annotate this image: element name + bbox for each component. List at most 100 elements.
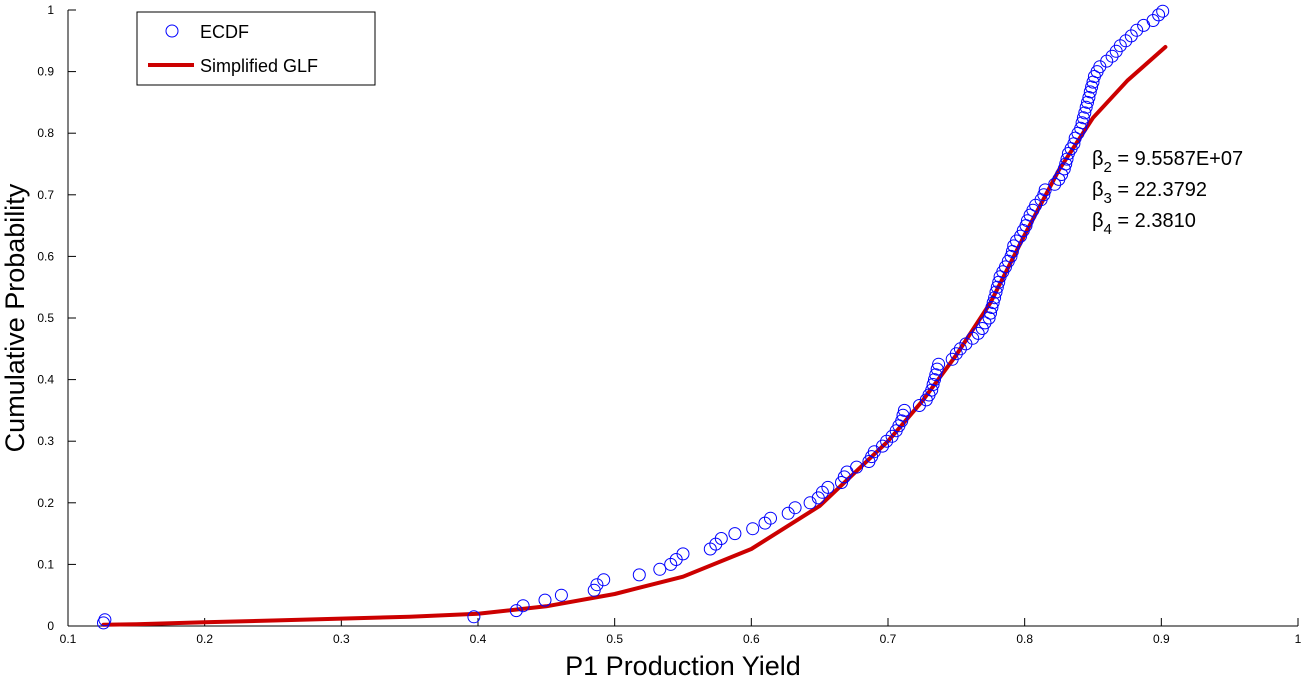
ecdf-point — [653, 562, 667, 576]
ecdf-point — [876, 439, 889, 453]
ecdf-point — [925, 383, 939, 397]
ecdf-point — [850, 460, 864, 474]
y-axis-title: Cumulative Probability — [0, 183, 30, 452]
ecdf-point — [1074, 121, 1088, 135]
ecdf-point — [1057, 162, 1071, 176]
ecdf-point — [1048, 177, 1062, 191]
ecdf-point — [990, 280, 1004, 294]
ecdf-point — [1130, 23, 1144, 37]
ecdf-point — [1020, 214, 1034, 228]
ecdf-point — [896, 408, 910, 422]
ecdf-point — [467, 610, 481, 624]
x-tick-label: 0.3 — [333, 632, 350, 646]
beta4-subscript: 4 — [1104, 221, 1112, 238]
ecdf-point — [1078, 106, 1092, 120]
ecdf-point — [1105, 49, 1119, 63]
legend-ecdf-marker — [165, 24, 179, 38]
x-axis-title: P1 Production Yield — [565, 651, 801, 680]
ecdf-point — [989, 285, 1003, 299]
annotation-beta2: β2 = 9.5587E+07 — [1092, 148, 1243, 176]
ecdf-point — [1156, 4, 1170, 18]
y-tick-label: 0 — [47, 619, 54, 633]
y-tick-label: 0.9 — [37, 65, 54, 79]
legend: ECDF Simplified GLF — [136, 11, 376, 86]
ecdf-point — [1038, 183, 1052, 197]
y-tick-label: 0.6 — [37, 249, 54, 263]
ecdf-point — [1037, 188, 1051, 202]
ecdf-point — [1076, 111, 1090, 125]
ecdf-point — [929, 368, 943, 382]
ecdf-point — [928, 373, 941, 387]
ecdf-point — [788, 501, 802, 515]
legend-box — [136, 11, 376, 86]
y-tick-label: 1 — [47, 3, 54, 17]
x-ticks: 0.1 0.2 0.3 0.4 0.5 0.6 0.7 0.8 0.9 1 — [60, 618, 1302, 646]
x-tick-label: 0.8 — [1016, 632, 1033, 646]
ecdf-point — [803, 496, 817, 510]
ecdf-point — [554, 588, 568, 602]
x-tick-label: 0.1 — [60, 632, 77, 646]
beta2-symbol: β — [1092, 148, 1104, 170]
x-tick-label: 0.5 — [606, 632, 623, 646]
ecdf-point — [597, 573, 611, 587]
ecdf-point — [676, 547, 690, 561]
ecdf-point — [746, 522, 760, 536]
annotation-beta4: β4 = 2.3810 — [1092, 210, 1196, 238]
ecdf-point — [1083, 85, 1097, 99]
glf-layer — [101, 45, 1168, 627]
x-tick-label: 0.4 — [470, 632, 487, 646]
annotation-beta3: β3 = 22.3792 — [1092, 179, 1207, 207]
ecdf-point — [632, 568, 646, 582]
ecdf-point — [728, 527, 742, 541]
ecdf-point — [538, 593, 552, 607]
beta2-subscript: 2 — [1104, 159, 1112, 176]
ecdf-point — [932, 357, 946, 371]
ecdf-point — [895, 414, 909, 428]
ecdf-point — [978, 316, 992, 330]
ecdf-point — [1059, 157, 1073, 171]
ecdf-point — [821, 480, 835, 494]
ecdf-point — [1079, 100, 1093, 114]
ecdf-point — [926, 378, 940, 391]
x-tick-label: 0.7 — [880, 632, 897, 646]
y-tick-label: 0.3 — [37, 434, 54, 448]
ecdf-point — [930, 362, 944, 376]
ecdf-point — [1082, 91, 1096, 104]
ecdf-point — [714, 532, 728, 545]
y-tick-label: 0.2 — [37, 496, 54, 510]
beta4-symbol: β — [1092, 210, 1104, 232]
beta4-value: = 2.3810 — [1112, 210, 1196, 232]
ecdf-point — [1085, 80, 1099, 94]
ecdf-layer — [97, 4, 1170, 630]
legend-ecdf-label: ECDF — [200, 22, 249, 42]
ecdf-point — [982, 311, 996, 325]
y-tick-label: 0.4 — [37, 373, 54, 387]
y-tick-label: 0.5 — [37, 311, 54, 325]
beta3-subscript: 3 — [1104, 190, 1112, 207]
beta3-symbol: β — [1092, 179, 1104, 201]
y-ticks: 0 0.1 0.2 0.3 0.4 0.5 0.6 0.7 0.8 0.9 1 — [37, 3, 76, 633]
parameter-annotation: β2 = 9.5587E+07 β3 = 22.3792 β4 = 2.3810 — [1092, 148, 1243, 238]
y-tick-label: 0.1 — [37, 557, 54, 571]
ecdf-point — [1081, 95, 1094, 109]
x-tick-label: 1 — [1295, 632, 1302, 646]
ecdf-point — [516, 599, 530, 613]
ecdf-point — [1010, 234, 1023, 248]
ecdf-point — [988, 291, 1002, 305]
beta2-value: = 9.5587E+07 — [1112, 148, 1243, 170]
x-tick-label: 0.2 — [196, 632, 213, 646]
ecdf-point — [984, 306, 997, 320]
y-tick-label: 0.7 — [37, 188, 54, 202]
ecdf-point — [1004, 249, 1018, 263]
ecdf-point — [949, 347, 963, 361]
glf-series-line — [101, 45, 1168, 627]
ecdf-point — [764, 511, 777, 525]
ecdf-point — [509, 604, 523, 618]
beta3-value: = 22.3792 — [1112, 179, 1207, 201]
x-tick-label: 0.9 — [1153, 632, 1170, 646]
ecdf-point — [1075, 116, 1089, 130]
x-tick-label: 0.6 — [743, 632, 760, 646]
legend-glf-label: Simplified GLF — [200, 56, 318, 76]
ecdf-point — [897, 403, 911, 417]
